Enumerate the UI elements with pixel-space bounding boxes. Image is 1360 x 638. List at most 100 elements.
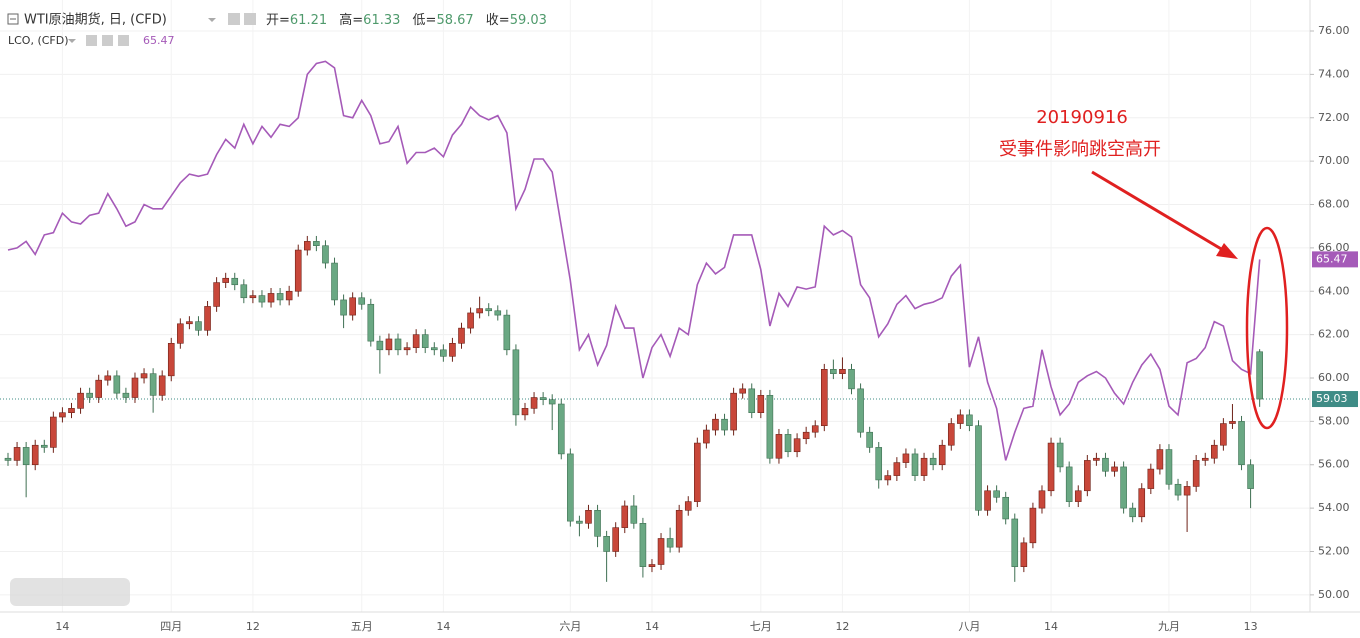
candle-body	[1047, 442, 1055, 492]
candle-body	[993, 490, 1000, 498]
candle-body	[757, 395, 765, 413]
high-label: 高=	[339, 12, 363, 28]
candle-body	[77, 392, 84, 409]
x-tick-label: 12	[246, 620, 260, 633]
candle-body	[576, 520, 583, 524]
candle-body	[911, 453, 919, 476]
candle-body	[1074, 490, 1082, 502]
candle-body	[394, 338, 402, 351]
candle-body	[1147, 468, 1155, 489]
candle-body	[59, 412, 66, 418]
dropdown-icon[interactable]	[68, 39, 76, 43]
candle-body	[938, 444, 946, 466]
candle-body	[331, 262, 338, 301]
candle-body	[140, 373, 148, 379]
candle-body	[648, 564, 656, 567]
candle-body	[322, 245, 329, 264]
plot	[4, 60, 1263, 582]
low-value: 58.67	[436, 13, 473, 28]
candle-body	[784, 434, 792, 453]
candle-body	[1238, 421, 1245, 466]
candle-body	[603, 536, 610, 552]
candle-body	[358, 297, 366, 305]
candle-body	[222, 277, 229, 283]
candle-body	[848, 369, 855, 390]
candle-body	[966, 414, 973, 427]
candle-body	[50, 416, 57, 448]
candle-body	[902, 453, 910, 463]
candle-body	[249, 295, 257, 299]
candle-body	[258, 295, 266, 303]
candle-body	[1020, 542, 1028, 567]
y-tick-label: 76.00	[1318, 24, 1350, 37]
candle-body	[13, 447, 21, 461]
x-tick-label: 六月	[559, 620, 581, 633]
candle-body	[557, 403, 565, 455]
settings-icon[interactable]	[118, 35, 129, 46]
candle-body	[929, 457, 937, 466]
dropdown-icon[interactable]	[208, 18, 216, 22]
candle-body	[830, 369, 837, 374]
collapse-icon[interactable]	[7, 13, 19, 25]
candle-body	[240, 284, 248, 299]
annotation: 受事件影响跳空高开	[999, 139, 1161, 160]
candle-body	[748, 388, 756, 413]
chart-title: WTI原油期货, 日, (CFD)	[24, 12, 167, 28]
annotation: 20190916	[1036, 107, 1128, 128]
candle-body	[820, 369, 828, 427]
ohlc-header: 开=61.21 高=61.33 低=58.67 收=59.03	[266, 12, 547, 28]
candle-body	[267, 293, 275, 303]
candle-body	[802, 431, 810, 440]
x-tick-label: 14	[1044, 620, 1058, 633]
candle-body	[1165, 449, 1173, 485]
candle-body	[1065, 466, 1073, 502]
candle-body	[304, 241, 311, 251]
candle-body	[548, 399, 556, 405]
candle-body	[186, 321, 193, 325]
x-tick-label: 四月	[160, 620, 182, 633]
candle-body	[1256, 351, 1263, 400]
candle-body	[1174, 483, 1182, 496]
candle-body	[920, 457, 928, 476]
line-series	[7, 60, 1261, 461]
candle-body	[158, 375, 166, 396]
candle-body	[412, 334, 420, 348]
candle-body	[4, 457, 12, 461]
x-tick-label: 14	[645, 620, 659, 633]
annotation-ellipse	[1245, 226, 1289, 430]
y-tick-label: 66.00	[1318, 241, 1350, 254]
open-value: 61.21	[290, 13, 327, 28]
candle-body	[95, 379, 102, 398]
candle-body	[1038, 490, 1046, 509]
candle-body	[503, 314, 511, 351]
candle-body	[104, 375, 112, 381]
high-value: 61.33	[363, 13, 400, 28]
candle-body	[68, 408, 75, 413]
candle-body	[31, 444, 39, 466]
candle-body	[1129, 507, 1136, 518]
candle-body	[893, 462, 901, 476]
candle-body	[113, 375, 121, 394]
price-label-box	[1312, 391, 1358, 408]
y-tick-label: 52.00	[1318, 544, 1350, 557]
candle-body	[585, 509, 592, 524]
x-tick-label: 八月	[958, 620, 980, 633]
candle-body	[639, 523, 647, 567]
candle-body	[975, 425, 982, 511]
candle-body	[630, 505, 638, 524]
x-tick-label: 12	[835, 620, 849, 633]
settings-icon[interactable]	[244, 13, 256, 25]
candle-body	[167, 343, 175, 377]
x-tick-label: 13	[1244, 620, 1258, 633]
candle-body	[385, 338, 393, 351]
candle-body	[494, 310, 502, 316]
candle-body	[512, 349, 520, 416]
candle-body	[430, 347, 438, 351]
y-tick-label: 74.00	[1318, 67, 1350, 80]
y-tick-label: 58.00	[1318, 414, 1350, 427]
settings-icon[interactable]	[102, 35, 113, 46]
close-label: 收=	[486, 13, 510, 28]
settings-icon[interactable]	[228, 13, 240, 25]
candle-body	[857, 388, 864, 433]
settings-icon[interactable]	[86, 35, 97, 46]
